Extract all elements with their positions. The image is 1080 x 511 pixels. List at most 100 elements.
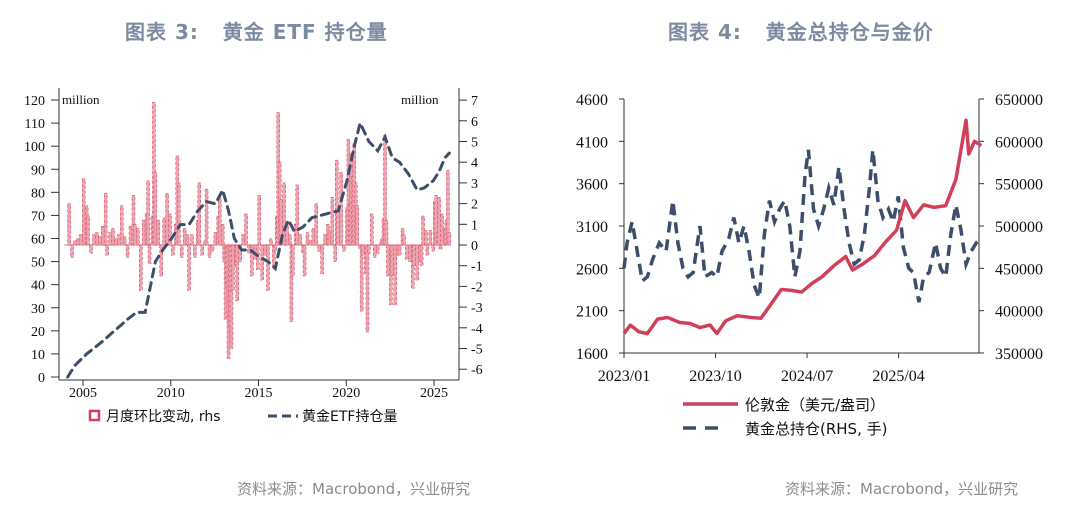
bar — [405, 244, 409, 260]
bar — [386, 244, 390, 277]
bar — [98, 236, 102, 246]
bar — [190, 234, 194, 246]
bar — [179, 244, 184, 258]
bar — [76, 238, 80, 246]
bar — [302, 244, 307, 277]
bar — [447, 232, 452, 246]
legend-holdings-label: 黄金总持仓(RHS, 手) — [745, 420, 887, 438]
bar — [288, 234, 292, 246]
chart3-source: 资料来源：Macrobond，兴业研究 — [237, 480, 471, 498]
bar — [133, 224, 137, 246]
x-tick-label: 2025/04 — [872, 368, 924, 385]
right-tick-label: -6 — [471, 363, 483, 378]
bar — [103, 193, 108, 246]
bar — [330, 197, 335, 246]
bar — [415, 244, 419, 281]
right-tick-label: 500000 — [995, 219, 1043, 236]
bar — [136, 228, 140, 246]
left-tick-label: 80 — [31, 186, 45, 201]
right-tick-label: 650000 — [995, 92, 1043, 109]
bar — [247, 244, 251, 254]
right-tick-label: -3 — [471, 301, 483, 316]
right-tick-label: 7 — [471, 94, 478, 109]
bar — [260, 244, 264, 281]
bar — [182, 228, 187, 246]
bar — [207, 244, 212, 258]
bar — [217, 197, 222, 246]
bar — [291, 244, 295, 277]
bar — [210, 244, 215, 252]
x-tick-label: 2025 — [420, 386, 448, 401]
london-gold-price-line — [622, 118, 983, 336]
left-tick-label: 4600 — [576, 92, 608, 109]
right-tick-label: 6 — [471, 115, 478, 130]
bar — [185, 234, 190, 246]
left-tick-label: 30 — [31, 302, 45, 317]
right-tick-label: -4 — [471, 322, 483, 337]
left-tick-label: 100 — [24, 140, 45, 155]
right-tick-label: 4 — [471, 156, 478, 171]
left-tick-label: 2100 — [576, 304, 608, 321]
bar — [336, 211, 340, 246]
bar — [314, 203, 319, 246]
bar — [269, 238, 273, 246]
etf-holdings-line — [66, 118, 451, 379]
bar — [311, 228, 316, 246]
bar — [361, 244, 365, 256]
bar — [241, 234, 245, 246]
x-tick-label: 2005 — [69, 386, 97, 401]
bar — [320, 244, 324, 275]
bar — [355, 205, 359, 246]
bar — [263, 244, 267, 256]
right-tick-label: -2 — [471, 280, 483, 295]
bar — [317, 244, 321, 252]
bar — [402, 234, 406, 246]
left-tick-label: 50 — [31, 256, 45, 271]
right-unit-label: million — [401, 92, 439, 107]
left-tick-label: 110 — [25, 117, 45, 132]
bar — [139, 244, 143, 291]
bar — [165, 193, 169, 246]
bar — [131, 195, 136, 246]
bar — [282, 182, 286, 246]
bar — [428, 230, 433, 246]
left-unit-label: million — [62, 92, 100, 107]
bar — [446, 170, 450, 246]
left-tick-label: 10 — [31, 348, 45, 363]
x-tick-label: 2024/07 — [781, 368, 833, 385]
bar — [373, 244, 377, 258]
left-tick-label: 40 — [31, 279, 45, 294]
bar — [305, 232, 310, 246]
bar — [334, 159, 339, 246]
bar — [89, 244, 93, 254]
bar — [95, 232, 99, 246]
bar — [273, 244, 278, 252]
bar — [431, 244, 436, 252]
left-tick-label: 20 — [31, 325, 45, 340]
bar — [108, 232, 112, 246]
right-tick-label: 450000 — [995, 261, 1043, 278]
bar — [323, 234, 327, 246]
bar — [187, 244, 191, 291]
bar — [156, 219, 161, 246]
bar — [375, 244, 380, 254]
bar — [244, 213, 248, 246]
bar — [159, 244, 163, 277]
bar — [412, 244, 417, 266]
bar — [67, 203, 71, 246]
left-tick-label: 3600 — [576, 177, 608, 194]
chart4-source: 资料来源：Macrobond，兴业研究 — [785, 480, 1019, 498]
x-tick-label: 2023/10 — [689, 368, 741, 385]
bar — [342, 244, 346, 252]
right-tick-label: 5 — [471, 136, 478, 151]
bar — [86, 215, 90, 246]
bar — [327, 230, 332, 246]
bar — [213, 232, 218, 246]
left-tick-label: 0 — [38, 371, 45, 386]
left-tick-label: 1600 — [576, 346, 608, 363]
bar — [339, 172, 343, 246]
bar — [257, 195, 261, 246]
bar — [162, 217, 166, 246]
bar — [421, 215, 425, 246]
bar — [365, 244, 370, 333]
